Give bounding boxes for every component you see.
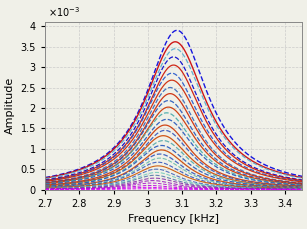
X-axis label: Frequency [kHz]: Frequency [kHz] <box>128 214 219 224</box>
Text: $\times 10^{-3}$: $\times 10^{-3}$ <box>48 5 80 19</box>
Y-axis label: Amplitude: Amplitude <box>5 77 15 134</box>
